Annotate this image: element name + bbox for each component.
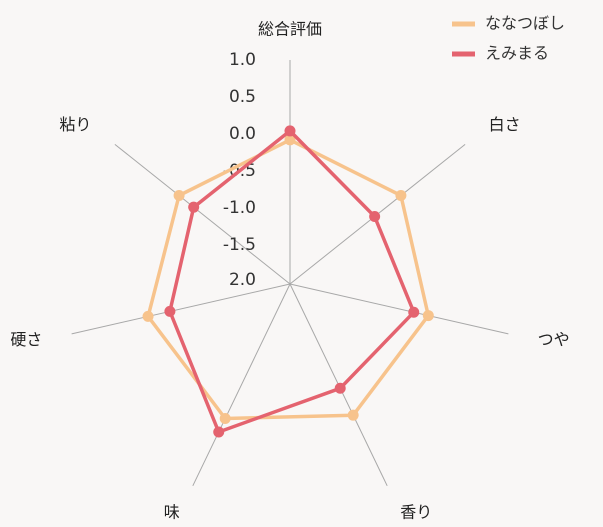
data-point — [219, 413, 231, 425]
data-point — [213, 426, 225, 438]
axis-label: 硬さ — [10, 330, 42, 349]
chart-series — [142, 125, 434, 438]
legend-label: ななつぼし — [485, 14, 565, 33]
data-point — [408, 306, 420, 318]
data-point — [422, 310, 434, 322]
series-0 — [142, 134, 434, 425]
data-point — [284, 134, 296, 146]
tick-label: 0.5 — [229, 87, 256, 107]
axis-label: 味 — [164, 502, 180, 521]
spoke-2 — [289, 283, 509, 335]
tick-label: -1.0 — [223, 198, 256, 218]
data-point — [347, 409, 359, 421]
axis-label: 香り — [400, 502, 432, 521]
tick-label: 2.0 — [229, 270, 256, 290]
data-point — [334, 382, 346, 394]
tick-label: 1.0 — [229, 50, 256, 70]
data-point — [188, 201, 200, 213]
series-line — [168, 129, 416, 434]
axis-label: つや — [538, 330, 570, 349]
data-point — [173, 190, 185, 202]
axis-label: 白さ — [489, 115, 521, 134]
data-point — [369, 210, 381, 222]
spoke-6 — [114, 143, 291, 285]
tick-label: -1.5 — [223, 235, 256, 255]
data-point — [164, 305, 176, 317]
tick-label: 0.0 — [229, 124, 256, 144]
data-point — [284, 125, 296, 137]
data-point — [142, 310, 154, 322]
axis-label: 総合評価 — [258, 20, 322, 39]
legend-label: えみまる — [485, 44, 549, 63]
spoke-5 — [71, 283, 291, 335]
data-point — [395, 190, 407, 202]
series-line — [146, 138, 431, 421]
series-1 — [164, 125, 420, 438]
axis-label: 粘り — [59, 115, 91, 134]
spoke-4 — [192, 283, 291, 487]
